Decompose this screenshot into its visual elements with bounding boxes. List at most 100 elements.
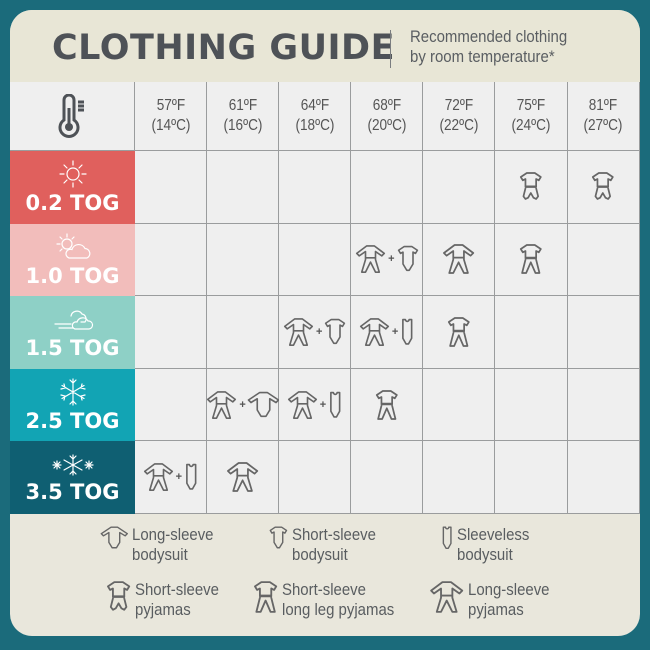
tog-label: 1.5 TOG (25, 336, 120, 361)
celsius-label: (14ºC) (151, 117, 191, 134)
celsius-label: (16ºC) (223, 117, 263, 134)
temperature-label: 57ºF (14ºC) (151, 96, 190, 136)
ls-bodysuit-icon (100, 525, 129, 551)
legend-label: Short-sleeve pyjamas (135, 580, 219, 620)
legend-line: Long-sleeve (468, 580, 550, 599)
legend-item: Sleeveless bodysuit (440, 525, 540, 565)
subtitle-line: Recommended clothing (410, 27, 568, 46)
plus-sign: + (388, 253, 395, 266)
tog-label-cell: 1.5 TOG (10, 296, 135, 369)
table-cell (135, 151, 208, 224)
subtitle-line: by room temperature* (410, 47, 555, 66)
table-cell (351, 368, 424, 442)
legend-item: Long-sleeve bodysuit (100, 525, 224, 565)
ss-pyjamas-icon (105, 580, 132, 614)
clothing-table: 57ºF (14ºC) 61ºF (16ºC) 64ºF (18ºC) 68ºF (20ºC)… (10, 82, 640, 514)
table-cell (495, 441, 568, 514)
legend-line: bodysuit (131, 545, 188, 564)
table-cell: + (279, 368, 352, 442)
tog-row: 3.5 TOG + (10, 441, 640, 514)
tog-label: 2.5 TOG (25, 409, 120, 434)
temperature-header: 81ºF (27ºC) (567, 82, 640, 151)
sun-cloud-icon (53, 232, 93, 262)
ls-pyjamas-icon (225, 461, 260, 493)
table-cell (567, 223, 640, 297)
tog-label: 1.0 TOG (25, 263, 120, 288)
sleeveless-bodysuit-icon (327, 390, 344, 420)
table-cell (135, 223, 208, 297)
table-cell (495, 296, 568, 369)
table-cell (279, 151, 352, 224)
thermometer-icon (55, 94, 89, 138)
table-cell: + (351, 296, 424, 369)
celsius-label: (24ºC) (511, 117, 551, 134)
thermometer-cell (10, 82, 135, 151)
celsius-label: (18ºC) (295, 117, 335, 134)
snowflake-icon (58, 377, 88, 407)
ss-bodysuit-icon (323, 317, 347, 347)
temperature-header: 75ºF (24ºC) (495, 82, 568, 151)
wind-cloud-icon (51, 304, 95, 334)
tog-label-cell: 3.5 TOG (10, 441, 135, 514)
header: CLOTHING GUIDE Recommended clothing by r… (10, 10, 640, 82)
fahrenheit-label: 72ºF (444, 97, 474, 114)
tog-label-cell: 2.5 TOG (10, 368, 135, 442)
table-cell: + (135, 441, 208, 514)
temperature-label: 64ºF (18ºC) (295, 96, 334, 136)
temperature-label: 72ºF (22ºC) (439, 96, 478, 136)
ls-pyjamas-icon (354, 244, 387, 274)
legend-line: bodysuit (457, 545, 514, 564)
temperature-label: 68ºF (20ºC) (367, 96, 406, 136)
tog-row: 0.2 TOG (10, 151, 640, 224)
fahrenheit-label: 57ºF (156, 97, 185, 114)
tog-label-cell: 1.0 TOG (10, 223, 135, 297)
subtitle: Recommended clothing by room temperature… (410, 27, 639, 67)
table-cell (207, 223, 280, 297)
table-cell (423, 441, 496, 514)
legend-line: bodysuit (291, 545, 348, 564)
celsius-label: (20ºC) (367, 117, 407, 134)
legend-item: Long-sleeve pyjamas (428, 580, 561, 620)
table-cell (279, 223, 352, 297)
legend-label: Long-sleeve bodysuit (132, 525, 214, 565)
table-cell (495, 151, 568, 224)
legend-line: Short-sleeve (135, 580, 220, 599)
fahrenheit-label: 61ºF (228, 97, 257, 114)
clothing-guide-card: CLOTHING GUIDE Recommended clothing by r… (10, 10, 640, 636)
celsius-label: (27ºC) (583, 117, 623, 134)
ss-bodysuit-icon (268, 525, 289, 551)
tog-row: 1.5 TOG + + (10, 296, 640, 369)
fahrenheit-label: 64ºF (300, 97, 329, 114)
sun-icon (58, 159, 88, 189)
plus-sign: + (316, 325, 323, 338)
ss-long-pyjamas-icon (446, 316, 472, 348)
legend-item: Short-sleeve long leg pyjamas (252, 580, 410, 620)
ss-pyjamas-icon (518, 171, 544, 203)
legend-item: Short-sleeve pyjamas (105, 580, 231, 620)
plus-sign: + (239, 398, 246, 411)
tog-row: 1.0 TOG + (10, 223, 640, 297)
table-cell (423, 223, 496, 297)
table-cell (567, 368, 640, 442)
ss-long-pyjamas-icon (374, 389, 400, 421)
tog-label: 3.5 TOG (25, 479, 120, 504)
table-cell (207, 441, 280, 514)
fahrenheit-label: 68ºF (372, 97, 402, 114)
table-cell: + (351, 223, 424, 297)
sleeveless-bodysuit-icon (399, 317, 416, 347)
table-cell (423, 151, 496, 224)
table-cell (423, 296, 496, 369)
table-cell (351, 441, 424, 514)
table-cell (495, 368, 568, 442)
legend-label: Sleeveless bodysuit (457, 525, 529, 565)
tog-label: 0.2 TOG (25, 191, 120, 216)
table-cell (495, 223, 568, 297)
legend-item: Short-sleeve bodysuit (268, 525, 387, 565)
temperature-header: 72ºF (22ºC) (423, 82, 496, 151)
table-cell (423, 368, 496, 442)
ss-long-pyjamas-icon (252, 580, 279, 614)
temperature-label: 61ºF (16ºC) (223, 96, 262, 136)
ls-pyjamas-icon (142, 462, 175, 492)
plus-sign: + (391, 325, 399, 338)
table-cell (567, 441, 640, 514)
